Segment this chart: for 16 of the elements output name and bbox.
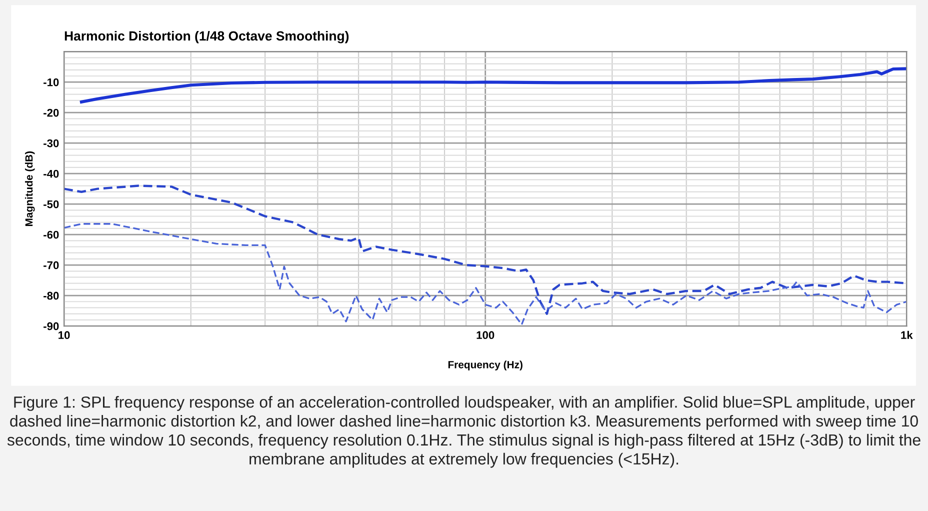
y-tick-label: -70 [44,261,59,270]
chart-title: Harmonic Distortion (1/48 Octave Smoothing) [64,30,349,44]
y-tick-label: -50 [44,200,59,208]
x-tick-label: 1k [901,330,913,339]
x-tick-label: 100 [476,331,494,340]
y-tick-label: -40 [44,170,59,178]
y-tick-label: -30 [44,139,59,148]
y-tick-label: -60 [44,230,59,239]
caption: Figure 1: SPL frequency response of an acceleration-controlled loudspeaker, with an amplifier. Solid blue=SPL amplitude, upper dashed line=harmonic distortion k2, and lower dashed line=harmonic distortion k3. Measurements performed with sweep time 10 seconds, time window 10 seconds, frequency resolution 0.1Hz. The stimulus signal is high-pass filtered at 15Hz (-3dB) to limit the membrane amplitudes at extremely low frequencies (<15Hz). [7,396,920,468]
y-tick-label: -90 [44,322,59,330]
y-tick-label: -20 [44,108,59,117]
x-axis-title: Frequency (Hz) [448,360,522,370]
y-tick-label: -10 [44,78,59,86]
x-tick-label: 10 [58,331,70,340]
y-tick-label: -80 [44,292,59,300]
y-axis-title: Magnitude (dB) [25,151,35,226]
